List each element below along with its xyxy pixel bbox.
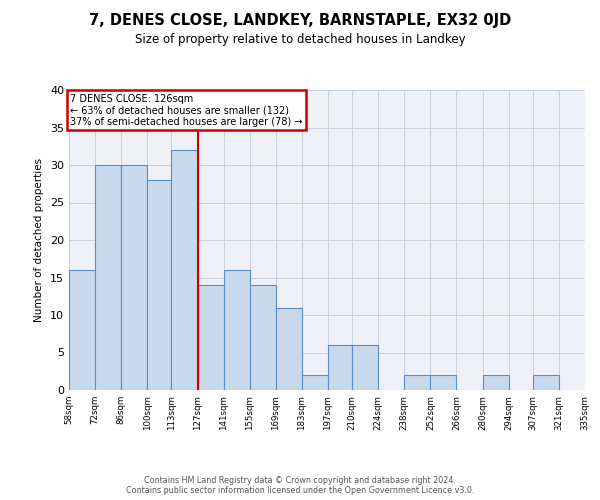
- Bar: [352, 345, 378, 390]
- Text: Contains HM Land Registry data © Crown copyright and database right 2024.: Contains HM Land Registry data © Crown c…: [144, 476, 456, 485]
- Bar: [95, 165, 121, 390]
- Bar: [430, 375, 457, 390]
- Bar: [328, 345, 352, 390]
- Bar: [121, 165, 147, 390]
- Bar: [250, 285, 276, 390]
- Bar: [533, 375, 559, 390]
- Text: 7 DENES CLOSE: 126sqm
← 63% of detached houses are smaller (132)
37% of semi-det: 7 DENES CLOSE: 126sqm ← 63% of detached …: [70, 94, 302, 127]
- Y-axis label: Number of detached properties: Number of detached properties: [34, 158, 44, 322]
- Bar: [69, 270, 95, 390]
- Text: Contains public sector information licensed under the Open Government Licence v3: Contains public sector information licen…: [126, 486, 474, 495]
- Bar: [302, 375, 328, 390]
- Bar: [197, 285, 224, 390]
- Bar: [172, 150, 197, 390]
- Bar: [147, 180, 172, 390]
- Text: 7, DENES CLOSE, LANDKEY, BARNSTAPLE, EX32 0JD: 7, DENES CLOSE, LANDKEY, BARNSTAPLE, EX3…: [89, 12, 511, 28]
- Bar: [224, 270, 250, 390]
- Text: Size of property relative to detached houses in Landkey: Size of property relative to detached ho…: [134, 32, 466, 46]
- Bar: [276, 308, 302, 390]
- Bar: [482, 375, 509, 390]
- Bar: [404, 375, 430, 390]
